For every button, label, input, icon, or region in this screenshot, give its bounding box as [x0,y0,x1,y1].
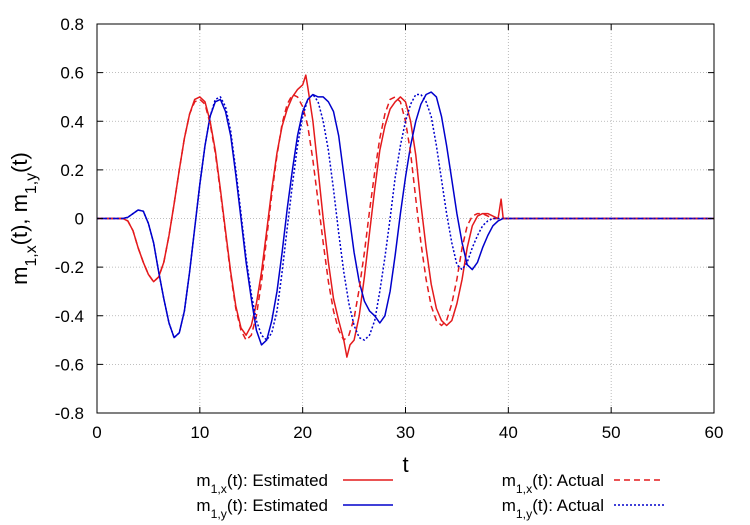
x-tick-label: 30 [396,423,415,442]
y-tick-label: 0.4 [60,112,84,131]
legend-label: m1,x(t): Estimated [196,471,328,496]
x-axis-label: t [402,452,408,477]
x-tick-label: 0 [92,423,101,442]
y-tick-label: 0.2 [60,161,84,180]
y-tick-label: 0.8 [60,15,84,34]
y-tick-label: -0.6 [55,355,84,374]
y-tick-label: 0.6 [60,64,84,83]
series-layer [97,74,714,358]
series-line-4 [97,93,714,341]
y-axis-label: m1,x(t), m1,y(t) [7,152,40,285]
x-tick-label: 10 [190,423,209,442]
y-tick-label: -0.4 [55,307,84,326]
legend-label: m1,y(t): Actual [502,496,604,521]
x-tick-label: 20 [293,423,312,442]
grid [97,24,714,413]
x-tick-label: 50 [602,423,621,442]
legend-label: m1,x(t): Actual [502,471,604,496]
y-tick-label: -0.8 [55,404,84,423]
x-tick-label: 60 [705,423,724,442]
ticks: 0 10 20 30 40 50 60 -0.8 -0.6 -0.4 -0.2 0 0.2 0.4 0.6 0… [55,15,724,442]
y-tick-label: 0 [75,210,84,229]
y-tick-label: -0.2 [55,258,84,277]
x-tick-label: 40 [499,423,518,442]
legend-label: m1,y(t): Estimated [196,496,328,521]
series-line-3 [97,93,714,341]
